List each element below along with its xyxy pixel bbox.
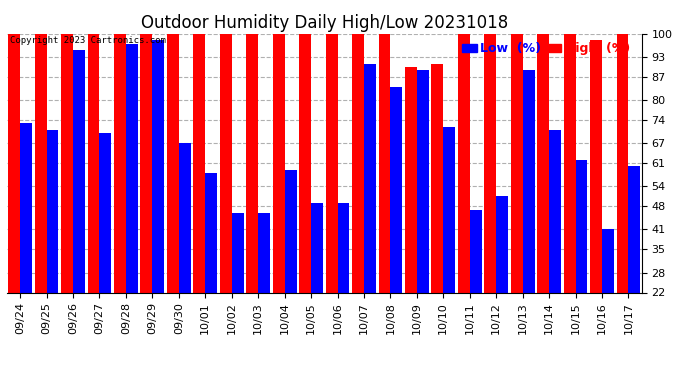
Bar <box>337 203 349 292</box>
Bar <box>617 34 629 292</box>
Title: Outdoor Humidity Daily High/Low 20231018: Outdoor Humidity Daily High/Low 20231018 <box>141 14 508 32</box>
Bar <box>405 67 417 292</box>
Bar <box>417 70 428 292</box>
Bar <box>179 143 190 292</box>
Bar <box>511 34 523 292</box>
Bar <box>352 34 364 292</box>
Bar <box>590 40 602 292</box>
Bar <box>47 130 59 292</box>
Bar <box>431 64 444 292</box>
Bar <box>220 34 232 292</box>
Bar <box>61 34 73 292</box>
Bar <box>496 196 508 292</box>
Bar <box>20 123 32 292</box>
Bar <box>193 34 206 292</box>
Bar <box>34 34 47 292</box>
Bar <box>311 203 323 292</box>
Bar <box>299 34 311 292</box>
Bar <box>273 34 285 292</box>
Bar <box>458 34 470 292</box>
Bar <box>379 34 391 292</box>
Bar <box>126 44 138 292</box>
Legend: Low  (%), High  (%): Low (%), High (%) <box>457 38 635 60</box>
Bar <box>549 130 561 292</box>
Bar <box>99 133 111 292</box>
Bar <box>391 87 402 292</box>
Bar <box>326 34 337 292</box>
Bar <box>538 34 549 292</box>
Bar <box>258 213 270 292</box>
Bar <box>73 50 85 292</box>
Bar <box>484 34 496 292</box>
Bar <box>523 70 535 292</box>
Bar <box>152 40 164 292</box>
Bar <box>167 34 179 292</box>
Bar <box>114 34 126 292</box>
Bar <box>470 210 482 292</box>
Bar <box>8 34 20 292</box>
Bar <box>564 34 575 292</box>
Bar <box>575 160 587 292</box>
Bar <box>141 34 152 292</box>
Bar <box>284 170 297 292</box>
Text: Copyright 2023 Cartronics.com: Copyright 2023 Cartronics.com <box>10 36 166 45</box>
Bar <box>444 127 455 292</box>
Bar <box>629 166 640 292</box>
Bar <box>232 213 244 292</box>
Bar <box>364 64 376 292</box>
Bar <box>206 173 217 292</box>
Bar <box>88 34 99 292</box>
Bar <box>246 34 258 292</box>
Bar <box>602 230 614 292</box>
